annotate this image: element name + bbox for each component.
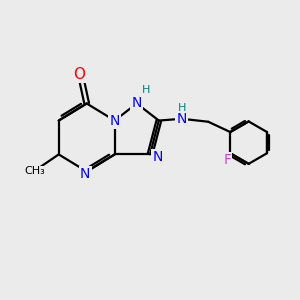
Text: F: F xyxy=(223,153,231,167)
Text: O: O xyxy=(73,67,85,82)
Text: H: H xyxy=(141,85,150,95)
Text: N: N xyxy=(176,112,187,126)
Text: H: H xyxy=(178,103,187,112)
Text: N: N xyxy=(110,114,120,128)
Text: N: N xyxy=(152,150,163,164)
Text: N: N xyxy=(132,97,142,110)
Text: N: N xyxy=(80,167,90,182)
Text: CH₃: CH₃ xyxy=(25,167,46,176)
